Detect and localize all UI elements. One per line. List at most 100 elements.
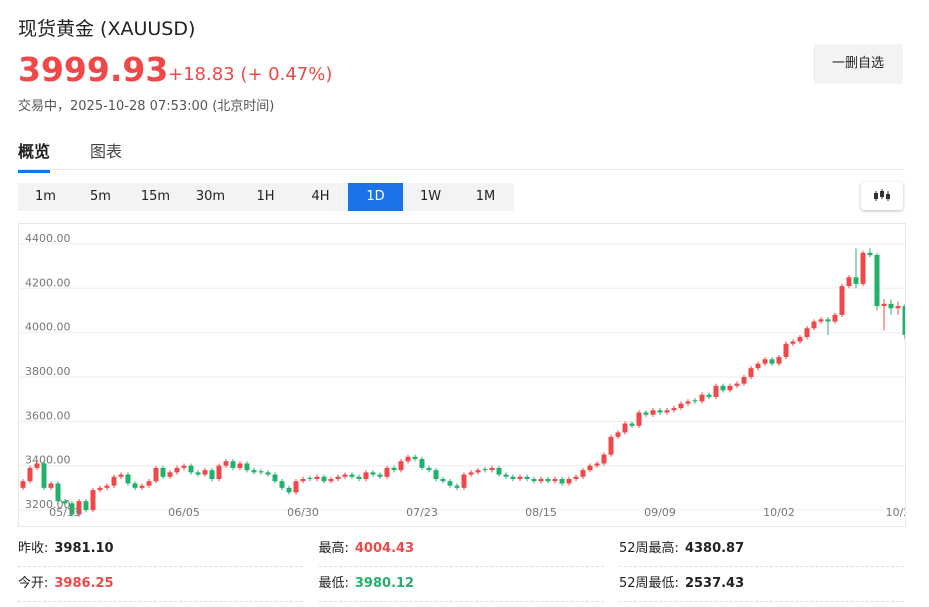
y-tick-label: 3200.00 bbox=[25, 498, 71, 511]
title: 现货黄金 (XAUUSD) bbox=[18, 18, 196, 40]
candle-body bbox=[860, 252, 866, 284]
period[interactable]: 15m bbox=[140, 189, 171, 204]
candle-body bbox=[559, 478, 565, 484]
candle-body bbox=[755, 363, 761, 369]
tab[interactable]: 图表 bbox=[90, 142, 123, 161]
candle-body bbox=[475, 470, 481, 473]
candle-body bbox=[538, 478, 544, 482]
y-tick-label: 3400.00 bbox=[25, 454, 71, 467]
stat-value: 3981.10 bbox=[54, 541, 114, 556]
status: 交易中，2025-10-28 07:53:00 (北京时间) bbox=[18, 99, 275, 114]
stat-label: 昨收: bbox=[18, 541, 49, 556]
x-tick-label: 06/30 bbox=[287, 506, 319, 519]
watchlist-button[interactable]: 一删自选 bbox=[813, 44, 903, 84]
period[interactable]: 30m bbox=[195, 189, 226, 204]
candle-body bbox=[657, 410, 663, 413]
candle-body bbox=[328, 478, 334, 482]
stat-label: 最高: bbox=[318, 541, 349, 556]
candle-body bbox=[307, 477, 313, 479]
candle-body bbox=[769, 359, 775, 364]
tab[interactable]: 概览 bbox=[18, 138, 51, 173]
candle-body bbox=[671, 408, 677, 411]
candle-body bbox=[223, 461, 229, 466]
candle-body bbox=[48, 483, 54, 488]
stat-label: 今开: bbox=[18, 576, 49, 591]
candle-body bbox=[202, 470, 208, 475]
period[interactable]: 5m bbox=[90, 189, 111, 204]
candle-body bbox=[419, 459, 425, 468]
candle-body bbox=[146, 481, 152, 486]
candle-body bbox=[587, 465, 593, 471]
y-tick-label: 4000.00 bbox=[25, 321, 71, 334]
candle-body bbox=[531, 478, 537, 482]
stat: 今开: 3986.25 bbox=[18, 567, 303, 602]
candle-body bbox=[181, 465, 187, 468]
candle-body bbox=[517, 476, 523, 479]
candle-body bbox=[314, 476, 320, 479]
candle-body bbox=[356, 476, 362, 479]
candle-body bbox=[636, 412, 642, 426]
stat-column: 昨收: 3981.10 今开: 3986.25 bbox=[18, 532, 303, 602]
candle-body bbox=[90, 490, 96, 511]
candle-body bbox=[783, 343, 789, 358]
stat-label: 52周最低: bbox=[619, 576, 679, 591]
candle-body bbox=[104, 485, 110, 488]
candle-body bbox=[139, 485, 145, 488]
candle-body bbox=[251, 470, 257, 473]
candle-body bbox=[741, 376, 747, 384]
candle-body bbox=[720, 385, 726, 391]
candle-body bbox=[447, 481, 453, 486]
candle-body bbox=[867, 252, 873, 256]
period[interactable]: 1M bbox=[475, 189, 496, 204]
period[interactable]: 1H bbox=[256, 189, 275, 204]
candle-body bbox=[692, 400, 698, 402]
period[interactable]: 1m bbox=[35, 189, 56, 204]
stat: 昨收: 3981.10 bbox=[18, 532, 303, 567]
candle-body bbox=[412, 456, 418, 460]
candle-body bbox=[426, 467, 432, 471]
x-tick-label: 09/09 bbox=[644, 506, 676, 519]
candle-body bbox=[853, 277, 859, 284]
candle-body bbox=[20, 481, 26, 488]
stat-value: 3986.25 bbox=[54, 576, 114, 591]
candle-body bbox=[615, 432, 621, 437]
y-tick-label: 3800.00 bbox=[25, 365, 71, 378]
candle-body bbox=[825, 319, 831, 322]
candle-body bbox=[902, 306, 905, 335]
y-tick-label: 4400.00 bbox=[25, 232, 71, 245]
candle-body bbox=[272, 474, 278, 482]
candle-body bbox=[573, 476, 579, 479]
candle-body bbox=[174, 467, 180, 473]
candle-body bbox=[405, 456, 411, 462]
candle-body bbox=[293, 481, 299, 493]
candle-body bbox=[132, 483, 138, 488]
candle-body bbox=[111, 476, 117, 486]
candle-body bbox=[496, 467, 502, 475]
candle-body bbox=[489, 467, 495, 471]
candle-body bbox=[734, 383, 740, 386]
candle-body bbox=[685, 401, 691, 404]
candle-body bbox=[209, 470, 215, 479]
candle-body bbox=[818, 319, 824, 322]
candle-body bbox=[748, 368, 754, 377]
candle-body bbox=[125, 474, 131, 484]
candle-body bbox=[279, 481, 285, 488]
candle-body bbox=[244, 463, 250, 471]
candle-body bbox=[76, 501, 82, 515]
candle-body bbox=[377, 474, 383, 477]
candle-body bbox=[650, 410, 656, 415]
candle-body bbox=[118, 474, 124, 477]
candle-body bbox=[97, 487, 103, 491]
candle-body bbox=[34, 463, 40, 468]
candle-body bbox=[69, 503, 75, 515]
candle-body bbox=[454, 485, 460, 488]
period[interactable]: 1D bbox=[348, 183, 403, 211]
candle-body bbox=[237, 463, 243, 468]
candle-body bbox=[300, 478, 306, 482]
candle-body bbox=[797, 337, 803, 342]
period[interactable]: 4H bbox=[311, 189, 330, 204]
chart-tool-button[interactable] bbox=[861, 182, 903, 210]
stat: 52周最低: 2537.43 bbox=[619, 567, 904, 602]
period[interactable]: 1W bbox=[419, 189, 442, 204]
tool-icon bbox=[874, 189, 890, 201]
